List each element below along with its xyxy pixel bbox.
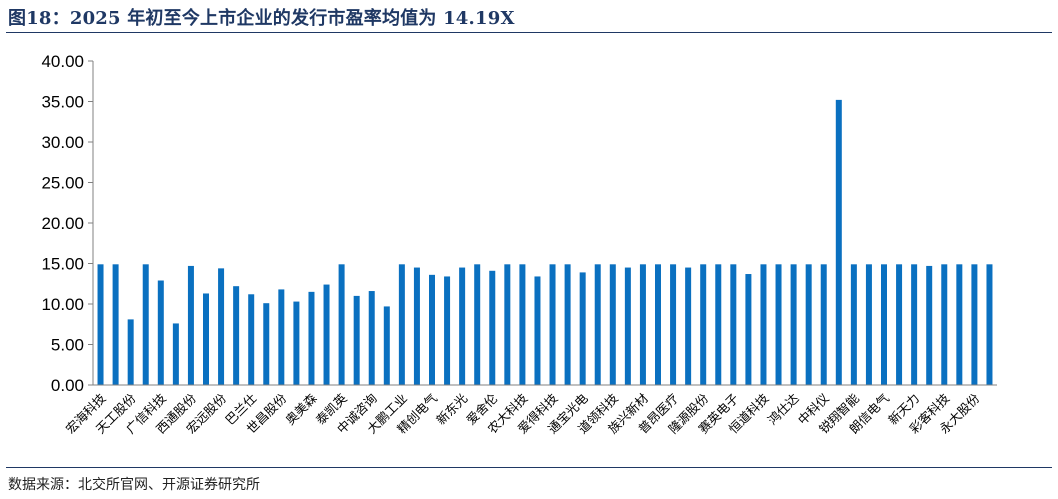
- bar: [564, 264, 571, 385]
- x-category-label: 新东光: [433, 391, 470, 428]
- bar: [941, 264, 948, 385]
- bar: [338, 264, 345, 385]
- bar: [97, 264, 104, 385]
- bar: [368, 291, 375, 385]
- y-tick-label: 0.00: [51, 376, 84, 395]
- source-note: 数据来源：北交所官网、开源证券研究所: [8, 477, 260, 493]
- bar: [353, 295, 360, 385]
- bar: [745, 274, 752, 385]
- bar: [971, 264, 978, 385]
- bar: [896, 264, 903, 385]
- bar: [579, 272, 586, 385]
- bar: [820, 264, 827, 385]
- bar: [413, 267, 420, 385]
- bar: [398, 264, 405, 385]
- bar: [323, 284, 330, 385]
- bar: [881, 264, 887, 385]
- y-tick-label: 15.00: [41, 255, 84, 274]
- bar: [835, 99, 842, 385]
- bar: [986, 264, 993, 385]
- bar: [383, 306, 390, 385]
- bar: [926, 265, 933, 385]
- x-category-label: 奥美森: [282, 390, 319, 427]
- bar: [263, 303, 270, 385]
- y-tick-label: 30.00: [41, 133, 84, 152]
- bar: [534, 276, 541, 385]
- x-category-label: 鸿仕达: [765, 390, 802, 427]
- bar: [730, 264, 737, 385]
- y-tick-label: 20.00: [41, 214, 84, 233]
- bar: [775, 264, 782, 385]
- bar: [218, 268, 225, 385]
- bar: [474, 264, 481, 385]
- bar: [956, 264, 963, 385]
- bar: [850, 264, 857, 385]
- bar: [127, 319, 134, 385]
- bar: [670, 264, 677, 385]
- bar: [308, 291, 315, 385]
- bar: [624, 267, 631, 385]
- bar: [700, 264, 707, 385]
- bar: [112, 264, 119, 385]
- bar: [639, 264, 646, 385]
- bar: [549, 264, 556, 385]
- bar: [685, 267, 692, 385]
- bar: [790, 264, 797, 385]
- bar: [187, 265, 194, 385]
- bar: [911, 264, 918, 385]
- bar: [142, 264, 149, 385]
- bar: [233, 286, 240, 385]
- y-tick-label: 25.00: [41, 174, 84, 193]
- bar: [489, 270, 496, 385]
- bar: [172, 323, 179, 385]
- bar: [248, 294, 255, 385]
- chart-title: 图18：2025 年初至今上市企业的发行市盈率均值为 14.19X: [8, 8, 515, 29]
- bar: [429, 274, 435, 385]
- bar: [459, 267, 466, 385]
- title-divider: [6, 32, 1052, 33]
- bar: [609, 264, 616, 385]
- bar: [293, 301, 300, 385]
- bar: [519, 264, 526, 385]
- y-tick-label: 40.00: [41, 52, 84, 71]
- bar: [278, 289, 285, 385]
- bar: [504, 264, 511, 385]
- bar: [805, 264, 812, 385]
- bar: [444, 276, 451, 385]
- y-tick-label: 35.00: [41, 93, 84, 112]
- bar: [760, 264, 767, 385]
- bar: [203, 293, 209, 385]
- bar: [157, 280, 164, 385]
- bar: [655, 264, 661, 385]
- y-tick-label: 10.00: [41, 295, 84, 314]
- footer-divider: [6, 467, 1052, 468]
- bar: [715, 264, 722, 385]
- bar: [865, 264, 872, 385]
- y-tick-label: 5.00: [51, 336, 84, 355]
- bar: [594, 264, 601, 385]
